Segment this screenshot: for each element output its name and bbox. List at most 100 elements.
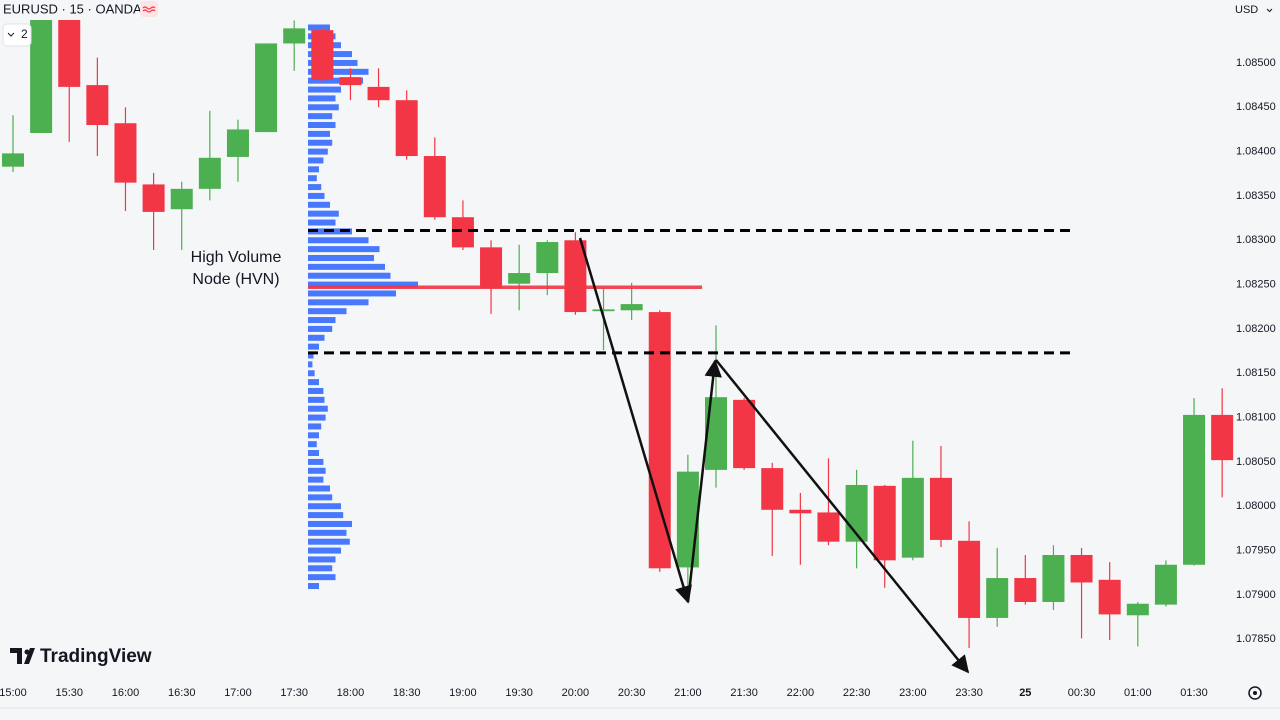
x-tick-label: 18:30 xyxy=(393,687,421,699)
profile-bar xyxy=(308,24,330,31)
profile-bar xyxy=(308,184,322,191)
profile-bar xyxy=(308,148,328,155)
profile-bar xyxy=(308,352,314,359)
profile-bar xyxy=(308,86,341,93)
candle-body xyxy=(395,100,418,157)
candle-body xyxy=(226,129,249,157)
candle-body xyxy=(1211,414,1234,461)
profile-bar xyxy=(308,334,325,341)
profile-bar xyxy=(308,583,319,590)
candle-body xyxy=(648,312,671,569)
candle-body xyxy=(508,273,531,284)
candle-body xyxy=(1183,414,1206,565)
y-tick-label: 1.08450 xyxy=(1236,101,1276,113)
x-tick-label: 16:00 xyxy=(112,687,140,699)
profile-bar xyxy=(308,201,330,208)
profile-bar xyxy=(308,246,380,253)
x-tick-label: 18:00 xyxy=(337,687,365,699)
levels xyxy=(308,229,1070,355)
profile-bar xyxy=(308,485,330,492)
profile-bar xyxy=(308,68,369,75)
profile-bar xyxy=(308,520,352,527)
arrow xyxy=(578,237,692,604)
y-tick-label: 1.07900 xyxy=(1236,589,1276,601)
profile-bar xyxy=(308,574,336,581)
candle-body xyxy=(705,397,727,470)
profile-bar xyxy=(308,538,350,545)
profile-bar xyxy=(308,104,339,111)
x-tick-label: 23:30 xyxy=(955,687,983,699)
profile-bar xyxy=(308,77,363,84)
x-tick-label: 20:00 xyxy=(562,687,590,699)
profile-bar xyxy=(308,370,315,377)
candle-body xyxy=(620,304,643,311)
x-tick-label: 21:00 xyxy=(674,687,702,699)
arrow xyxy=(715,359,970,674)
candle-body xyxy=(480,247,503,289)
profile-bar xyxy=(308,529,347,536)
profile-bar xyxy=(308,503,341,510)
profile-bar xyxy=(308,263,385,270)
candle-body xyxy=(367,86,390,101)
profile-bar xyxy=(308,343,319,350)
x-tick-label: 23:00 xyxy=(899,687,927,699)
y-tick-label: 1.08300 xyxy=(1236,234,1276,246)
candle-body xyxy=(30,15,53,133)
candle-body xyxy=(283,28,306,44)
profile-bar xyxy=(308,272,391,279)
profile-bar xyxy=(308,254,374,261)
volume-profile xyxy=(308,24,418,590)
annotation: Node (HVN) xyxy=(192,271,279,288)
profile-bar xyxy=(308,361,313,368)
candle-body xyxy=(873,485,896,561)
profile-bar xyxy=(308,387,324,394)
arrow xyxy=(686,359,722,603)
currency-button[interactable] xyxy=(1230,0,1280,20)
profile-bar xyxy=(308,458,324,465)
candle-body xyxy=(311,30,334,80)
x-tick-label: 20:30 xyxy=(618,687,646,699)
brand-logo xyxy=(10,648,35,664)
profile-bar xyxy=(308,450,319,457)
candle-body xyxy=(2,153,24,167)
profile-bar xyxy=(308,405,328,412)
profile-bar xyxy=(308,556,336,563)
candle-body xyxy=(1042,554,1065,602)
candle-body xyxy=(733,399,756,469)
profile-bar xyxy=(308,414,326,421)
annotation: High Volume xyxy=(191,249,282,266)
profile-bar xyxy=(308,290,396,297)
arrows xyxy=(578,237,970,674)
candle-body xyxy=(676,471,699,568)
y-tick-label: 1.08250 xyxy=(1236,278,1276,290)
candle-body xyxy=(1154,564,1177,605)
interval-button[interactable] xyxy=(2,23,32,47)
candle-body xyxy=(1098,579,1121,615)
y-tick-label: 1.07850 xyxy=(1236,633,1276,645)
x-tick-label: 22:30 xyxy=(843,687,871,699)
chevron xyxy=(1266,8,1273,13)
y-tick-label: 1.08500 xyxy=(1236,57,1276,69)
x-tick-label: 21:30 xyxy=(730,687,758,699)
profile-bar xyxy=(308,166,319,173)
settings-icon[interactable] xyxy=(1248,686,1262,700)
x-tick-label: 15:00 xyxy=(0,687,27,699)
profile-bar xyxy=(308,547,341,554)
y-tick-label: 1.08100 xyxy=(1236,411,1276,423)
chevron xyxy=(7,32,15,37)
profile-bar xyxy=(308,565,333,572)
candle-body xyxy=(1014,578,1037,602)
candle-body xyxy=(958,540,981,618)
candle-body xyxy=(423,156,446,218)
candle-body xyxy=(198,157,221,189)
x-tick-label: 15:30 xyxy=(55,687,83,699)
candle-body xyxy=(339,77,362,86)
x-tick-label: 17:00 xyxy=(224,687,252,699)
y-tick-label: 1.08350 xyxy=(1236,190,1276,202)
profile-bar xyxy=(308,325,333,332)
candle-body xyxy=(817,512,840,542)
x-tick-label: 01:30 xyxy=(1180,687,1208,699)
x-tick-label: 19:30 xyxy=(505,687,533,699)
symbol-title[interactable]: EURUSD · 15 · OANDA xyxy=(3,1,142,16)
